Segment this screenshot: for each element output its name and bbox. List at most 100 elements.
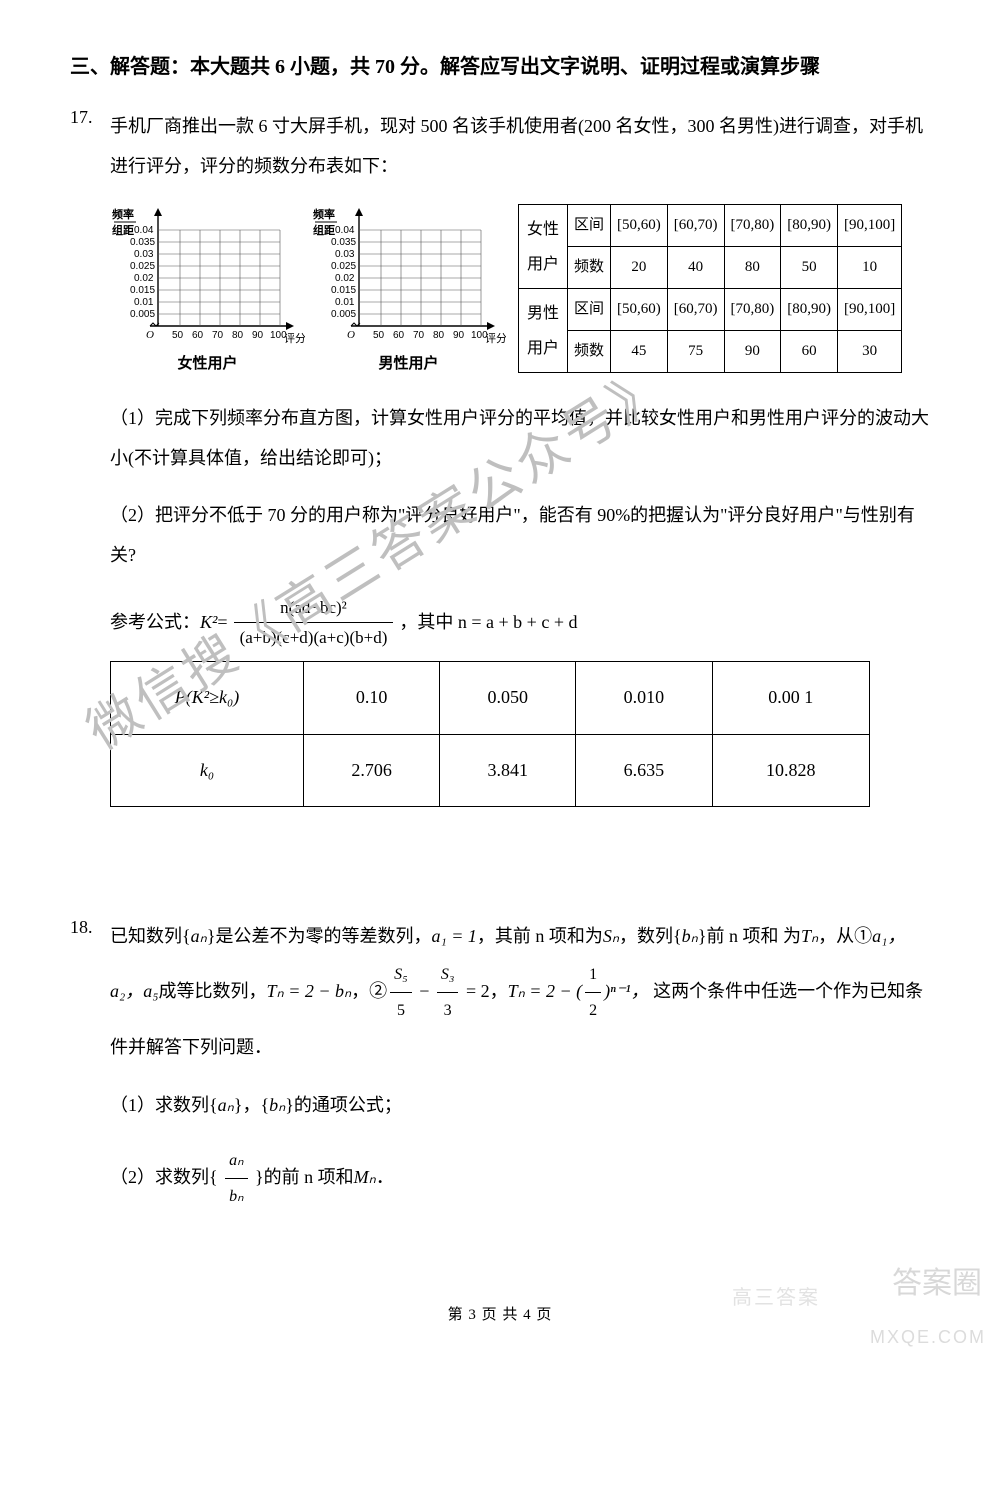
q18-part2: （2）求数列{ aₙbₙ }的前 n 项和Mₙ． [110, 1143, 930, 1214]
section-title: 三、解答题：本大题共 6 小题，共 70 分。解答应写出文字说明、证明过程或演算… [70, 50, 930, 79]
corner-watermark-2: MXQE.COM [870, 1327, 986, 1348]
interval-cell: [90,100] [838, 205, 902, 247]
problem-18: 18. 已知数列{aₙ}是公差不为零的等差数列，a₁ = 1，其前 n 项和为S… [70, 917, 930, 1215]
svg-text:组距: 组距 [313, 223, 335, 237]
q17-part1: （1）完成下列频率分布直方图，计算女性用户评分的平均值，并比较女性用户和男性用户… [110, 399, 930, 478]
formula-line: 参考公式： K² = n(ad−bc)² (a+b)(c+d)(a+c)(b+d… [110, 594, 930, 651]
frequency-table: 女性用户 区间 [50,60) [60,70) [70,80) [80,90) … [518, 204, 902, 373]
x-grid: 50 60 70 80 90 100 [172, 230, 287, 341]
stat-header-k0: k₀ [111, 734, 304, 807]
svg-text:评分: 评分 [485, 332, 506, 345]
svg-text:0.005: 0.005 [130, 309, 155, 320]
count-cell: 50 [781, 247, 838, 289]
q18-statement: 已知数列{aₙ}是公差不为零的等差数列，a₁ = 1，其前 n 项和为Sₙ，数列… [110, 917, 930, 1068]
q17-part2: （2）把评分不低于 70 分的用户称为"评分良好用户"，能否有 90%的把握认为… [110, 496, 930, 575]
count-cell: 20 [611, 247, 668, 289]
stat-cell: 10.828 [712, 734, 870, 807]
female-caption: 女性用户 [177, 348, 237, 381]
q18-part1: （1）求数列{aₙ}，{bₙ}的通项公式； [110, 1086, 930, 1126]
interval-cell: [50,60) [611, 289, 668, 331]
svg-text:频率: 频率 [313, 207, 335, 221]
formula-where: ，其中 n = a + b + c + d [399, 608, 577, 637]
stat-cell: 6.635 [576, 734, 712, 807]
count-cell: 10 [838, 247, 902, 289]
svg-text:70: 70 [212, 330, 224, 341]
y-axis-label-top: 频率 [112, 207, 134, 221]
female-histogram: 频率 组距 0.005 0.01 0.015 0.02 [110, 204, 305, 381]
svg-text:0.01: 0.01 [335, 297, 355, 308]
count-cell: 80 [724, 247, 781, 289]
q17-intro: 手机厂商推出一款 6 寸大屏手机，现对 500 名该手机使用者(200 名女性，… [110, 107, 930, 186]
q17-figure-row: 频率 组距 0.005 0.01 0.015 0.02 [110, 204, 930, 381]
interval-cell: [80,90) [781, 289, 838, 331]
svg-text:0.02: 0.02 [134, 273, 154, 284]
female-group-label: 女性用户 [519, 205, 568, 289]
row-label: 区间 [568, 289, 611, 331]
row-label: 频数 [568, 247, 611, 289]
svg-text:0.03: 0.03 [335, 249, 355, 260]
count-cell: 30 [838, 331, 902, 373]
svg-text:0.04: 0.04 [134, 225, 154, 236]
formula-eq: = [217, 608, 227, 637]
female-histogram-svg: 频率 组距 0.005 0.01 0.015 0.02 [110, 204, 305, 346]
formula-numer: n(ad−bc)² [234, 594, 394, 623]
frac-s5: S₅5 [390, 957, 412, 1028]
svg-text:0.01: 0.01 [134, 297, 154, 308]
stat-cell: 0.010 [576, 661, 712, 734]
svg-text:0.005: 0.005 [331, 309, 356, 320]
stat-cell: 0.050 [440, 661, 576, 734]
interval-cell: [70,80) [724, 289, 781, 331]
stat-cell: 0.00 1 [712, 661, 870, 734]
problem-number: 18. [70, 917, 93, 938]
svg-text:0.025: 0.025 [331, 261, 356, 272]
interval-cell: [60,70) [667, 289, 724, 331]
stat-header-P: P(K²≥k₀) [111, 661, 304, 734]
stat-cell: 3.841 [440, 734, 576, 807]
frac-s3: S₃3 [437, 957, 459, 1028]
interval-cell: [60,70) [667, 205, 724, 247]
stat-cell: 0.10 [304, 661, 440, 734]
y-axis-label-bottom: 组距 [112, 223, 134, 237]
x-axis-label: 评分 [284, 332, 305, 345]
svg-text:80: 80 [433, 330, 445, 341]
interval-cell: [50,60) [611, 205, 668, 247]
formula-fraction: n(ad−bc)² (a+b)(c+d)(a+c)(b+d) [234, 594, 394, 651]
corner-watermark-1: 答案圈 [892, 1258, 982, 1302]
y-grid: 0.005 0.01 0.015 0.02 0.025 0.03 0.035 0… [130, 225, 280, 320]
formula-prefix: 参考公式： [110, 608, 200, 637]
frac-an-bn: aₙbₙ [225, 1143, 247, 1214]
formula-denom: (a+b)(c+d)(a+c)(b+d) [234, 623, 394, 651]
page-footer: 第 3 页 共 4 页 [70, 1303, 930, 1324]
svg-text:0.035: 0.035 [331, 237, 356, 248]
svg-text:60: 60 [192, 330, 204, 341]
problem-number: 17. [70, 107, 93, 128]
svg-text:90: 90 [453, 330, 465, 341]
chi-square-table: P(K²≥k₀) 0.10 0.050 0.010 0.00 1 k₀ 2.70… [110, 661, 870, 807]
count-cell: 75 [667, 331, 724, 373]
svg-text:0.02: 0.02 [335, 273, 355, 284]
svg-text:0.04: 0.04 [335, 225, 355, 236]
problem-17: 17. 手机厂商推出一款 6 寸大屏手机，现对 500 名该手机使用者(200 … [70, 107, 930, 807]
row-label: 区间 [568, 205, 611, 247]
interval-cell: [80,90) [781, 205, 838, 247]
male-histogram: 频率 组距 0.005 0.01 0.015 0.02 0.025 0.03 [311, 204, 506, 381]
svg-text:50: 50 [373, 330, 385, 341]
male-group-label: 男性用户 [519, 289, 568, 373]
count-cell: 90 [724, 331, 781, 373]
svg-text:60: 60 [393, 330, 405, 341]
male-histogram-svg: 频率 组距 0.005 0.01 0.015 0.02 0.025 0.03 [311, 204, 506, 346]
svg-text:O: O [347, 329, 355, 341]
svg-text:80: 80 [232, 330, 244, 341]
svg-text:70: 70 [413, 330, 425, 341]
svg-text:0.015: 0.015 [331, 285, 356, 296]
count-cell: 60 [781, 331, 838, 373]
count-cell: 45 [611, 331, 668, 373]
svg-text:0.015: 0.015 [130, 285, 155, 296]
formula-K: K² [200, 608, 217, 637]
row-label: 频数 [568, 331, 611, 373]
male-caption: 男性用户 [378, 348, 438, 381]
svg-text:O: O [146, 329, 154, 341]
interval-cell: [90,100] [838, 289, 902, 331]
frac-half: 12 [585, 957, 601, 1028]
count-cell: 40 [667, 247, 724, 289]
